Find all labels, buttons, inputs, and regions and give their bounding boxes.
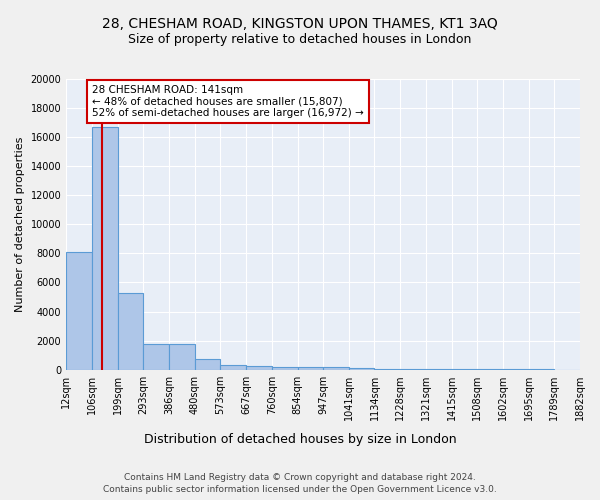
- Bar: [118, 292, 143, 370]
- Bar: [298, 368, 323, 370]
- Bar: [143, 344, 169, 370]
- Text: Contains HM Land Registry data © Crown copyright and database right 2024.: Contains HM Land Registry data © Crown c…: [124, 472, 476, 482]
- Bar: [220, 366, 246, 370]
- Bar: [195, 360, 220, 370]
- Bar: [323, 368, 349, 370]
- Y-axis label: Number of detached properties: Number of detached properties: [15, 136, 25, 312]
- Bar: [92, 127, 118, 370]
- Text: 28, CHESHAM ROAD, KINGSTON UPON THAMES, KT1 3AQ: 28, CHESHAM ROAD, KINGSTON UPON THAMES, …: [102, 18, 498, 32]
- Text: Size of property relative to detached houses in London: Size of property relative to detached ho…: [128, 32, 472, 46]
- Bar: [400, 369, 426, 370]
- Bar: [272, 366, 298, 370]
- Text: Contains public sector information licensed under the Open Government Licence v3: Contains public sector information licen…: [103, 485, 497, 494]
- Text: Distribution of detached houses by size in London: Distribution of detached houses by size …: [143, 432, 457, 446]
- Bar: [246, 366, 272, 370]
- Text: 28 CHESHAM ROAD: 141sqm
← 48% of detached houses are smaller (15,807)
52% of sem: 28 CHESHAM ROAD: 141sqm ← 48% of detache…: [92, 85, 364, 118]
- Bar: [66, 252, 92, 370]
- Bar: [374, 369, 400, 370]
- Bar: [169, 344, 195, 370]
- Bar: [349, 368, 374, 370]
